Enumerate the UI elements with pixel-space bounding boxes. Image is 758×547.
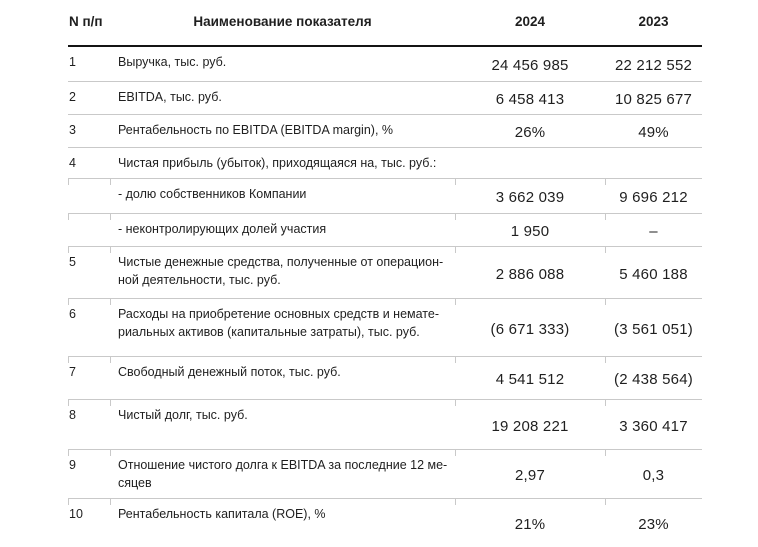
row-number: 6	[68, 298, 110, 357]
row-number: 4	[68, 146, 110, 179]
indicators-table: N п/п Наименование показателя 2024 2023 …	[68, 0, 702, 547]
header-cell-num: N п/п	[68, 0, 110, 47]
value-2024: (6 671 333)	[455, 298, 605, 357]
value-2024: 2,97	[455, 449, 605, 499]
indicator-label: Рентабельность капитала (ROE), %	[110, 498, 455, 547]
value-2024: 26%	[455, 113, 605, 147]
row-number: 5	[68, 246, 110, 299]
value-2023: 3 360 417	[605, 399, 702, 450]
row-number: 1	[69, 55, 76, 69]
header-row: N п/п Наименование показателя 2024 2023	[68, 0, 702, 47]
indicator-label: Чистая прибыль (убыток), приходящаяся на…	[110, 146, 455, 179]
value-2024: 24 456 985	[491, 56, 569, 74]
indicator-label: Выручка, тыс. руб.	[118, 55, 227, 69]
header-cell-2023: 2023	[605, 0, 702, 47]
table-row: 1 Выручка, тыс. руб. 24 456 985 22 212 552	[68, 46, 702, 81]
value-2023: 0,3	[605, 449, 702, 499]
value-2024: 19 208 221	[455, 399, 605, 450]
table-row: 9 Отношение чистого долга к EBITDA за пос…	[68, 449, 702, 499]
table-row: 10 Рентабельность капитала (ROE), % 21% 23%	[68, 498, 702, 547]
indicator-label: EBITDA, тыс. руб.	[110, 80, 455, 114]
value-2023: 9 696 212	[605, 178, 702, 214]
value-2024: 6 458 413	[455, 80, 605, 114]
row-number	[68, 178, 110, 214]
table-subrow: - долю собственников Компании 3 662 039 9 …	[68, 178, 702, 214]
value-2024: 21%	[455, 498, 605, 547]
table-body: 1 Выручка, тыс. руб. 24 456 985 22 212 552 2…	[68, 46, 702, 547]
table-row: 8 Чистый долг, тыс. руб. 19 208 221 3 360 4…	[68, 399, 702, 450]
value-2023: (2 438 564)	[605, 356, 702, 400]
row-number	[68, 213, 110, 247]
row-number: 9	[68, 449, 110, 499]
row-number: 10	[68, 498, 110, 547]
value-2024: 1 950	[455, 213, 605, 247]
row-number: 2	[68, 80, 110, 114]
value-2023: 23%	[605, 498, 702, 547]
value-2023: (3 561 051)	[605, 298, 702, 357]
value-2023: 5 460 188	[605, 246, 702, 299]
value-2023: –	[605, 213, 702, 247]
row-number: 7	[68, 356, 110, 400]
indicator-label: - долю собственников Компании	[110, 178, 455, 214]
value-2023	[605, 146, 702, 179]
value-2024: 4 541 512	[455, 356, 605, 400]
table-row: 2 EBITDA, тыс. руб. 6 458 413 10 825 677	[68, 80, 702, 114]
indicator-label: - неконтролирующих долей участия	[110, 213, 455, 247]
table-header: N п/п Наименование показателя 2024 2023	[68, 0, 702, 47]
value-2023: 10 825 677	[605, 80, 702, 114]
indicator-label: Отношение чистого долга к EBITDA за посл…	[110, 449, 455, 499]
table-row: 5 Чистые денежные средства, полученные от…	[68, 246, 702, 299]
financial-indicators-table: N п/п Наименование показателя 2024 2023 …	[68, 0, 702, 547]
indicator-label: Расходы на приобретение основных средств…	[110, 298, 455, 357]
table-subrow: - неконтролирующих долей участия 1 950–	[68, 213, 702, 247]
table-row: 3 Рентабельность по EBITDA (EBITDA margin…	[68, 113, 702, 147]
indicator-label: Рентабельность по EBITDA (EBITDA margin)…	[110, 113, 455, 147]
table-row: 6 Расходы на приобретение основных средст…	[68, 298, 702, 357]
indicator-label: Чистый долг, тыс. руб.	[110, 399, 455, 450]
value-2024: 2 886 088	[455, 246, 605, 299]
indicator-label: Свободный денежный поток, тыс. руб.	[110, 356, 455, 400]
header-cell-2024: 2024	[455, 0, 605, 47]
value-2023: 49%	[605, 113, 702, 147]
table-row: 4 Чистая прибыль (убыток), приходящаяся н…	[68, 146, 702, 179]
value-2023: 22 212 552	[614, 56, 693, 74]
table-row: 7 Свободный денежный поток, тыс. руб. 4 54…	[68, 356, 702, 400]
indicator-label: Чистые денежные средства, полученные от …	[110, 246, 455, 299]
value-2024	[455, 146, 605, 179]
row-number: 8	[68, 399, 110, 450]
row-number: 3	[68, 113, 110, 147]
header-cell-indicator: Наименование показателя	[110, 0, 455, 47]
value-2024: 3 662 039	[455, 178, 605, 214]
